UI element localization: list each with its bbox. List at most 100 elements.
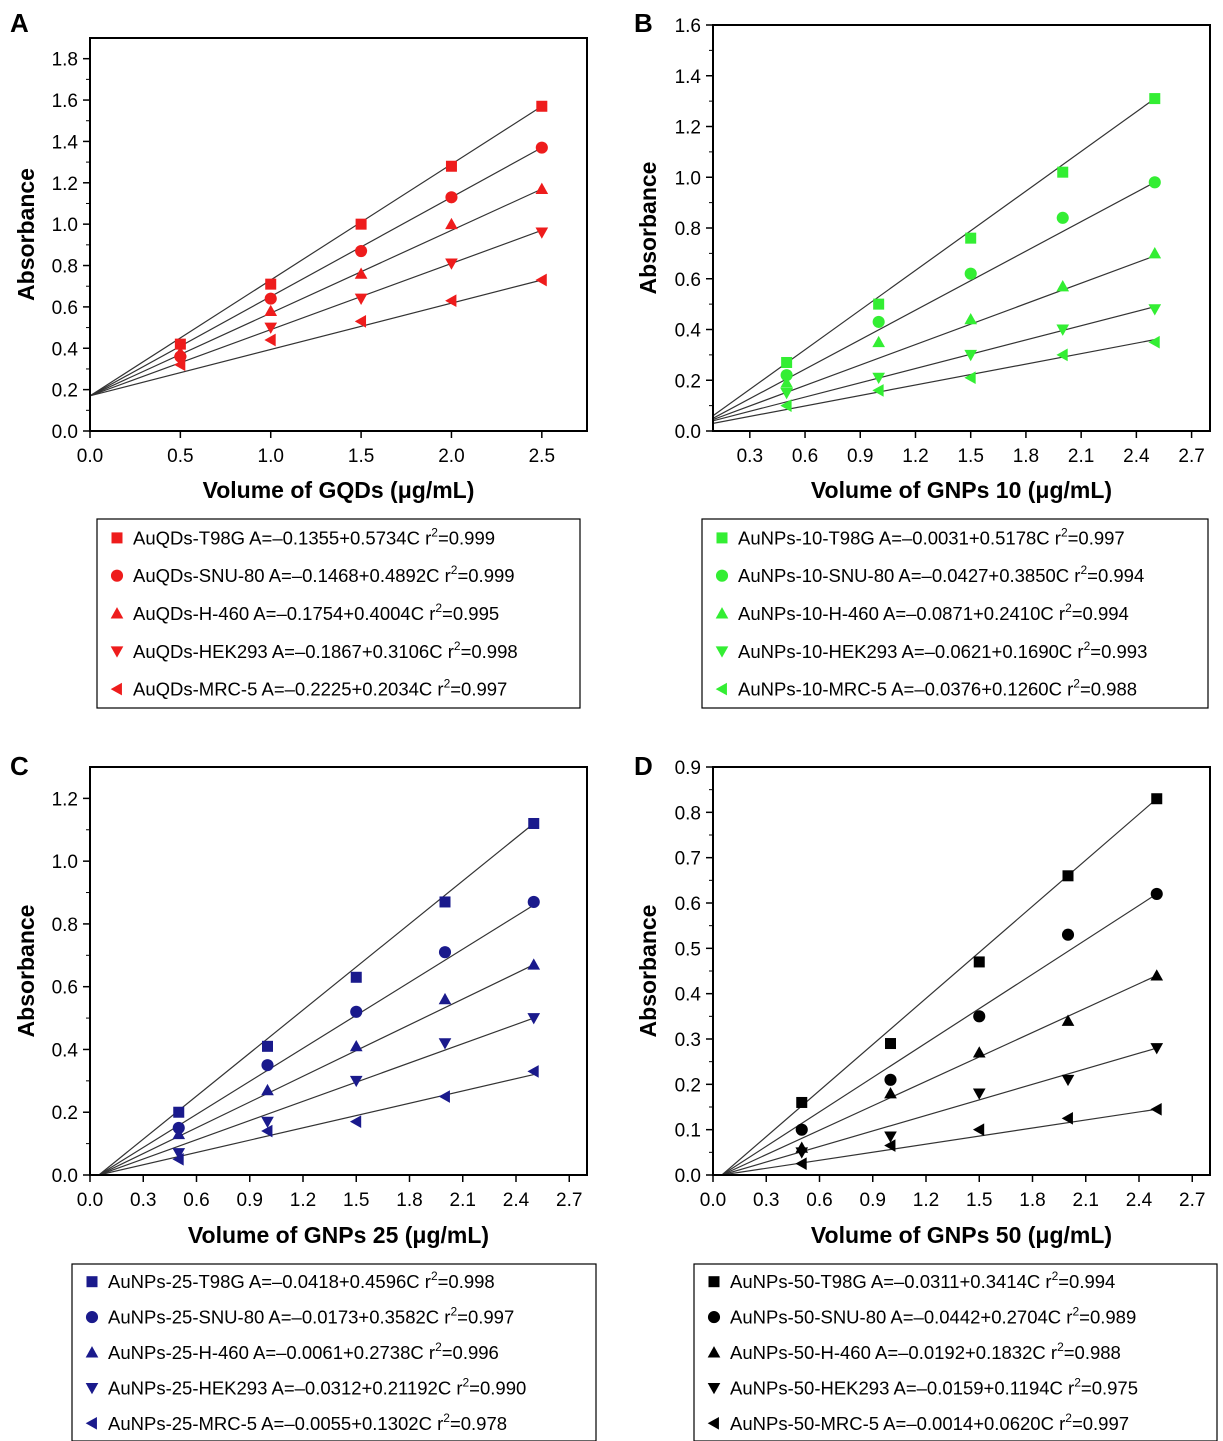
legend-entry-text: AuNPs-10-SNU-80 A=–0.0427+0.3850C r: [738, 565, 1080, 586]
y-tick-label: 0.2: [675, 371, 701, 392]
legend-entry-superscript: 2: [450, 1305, 457, 1319]
legend-entry: AuQDs-SNU-80 A=–0.1468+0.4892C r2=0.999: [133, 563, 515, 586]
legend-entry-superscript: 2: [1057, 1340, 1064, 1354]
y-tick-label: 0.6: [675, 894, 701, 915]
data-point: [965, 232, 977, 244]
data-point: [884, 1087, 897, 1099]
legend-entry-text: AuNPs-25-MRC-5 A=–0.0055+0.1302C r: [108, 1413, 443, 1434]
data-point: [873, 298, 885, 310]
data-point: [972, 1123, 985, 1136]
chart-panel-a: A 0.0 0.5 1.0 1.5 2.0 2.5 0.0 0.2 0.4 0.6 0.8 1.0 1.2…: [10, 8, 588, 709]
legend-marker: [707, 1311, 721, 1324]
y-tick-label: 0.8: [675, 219, 701, 240]
x-tick-label: 0.9: [847, 446, 873, 467]
fit-line: [721, 974, 1158, 1175]
fit-line: [90, 279, 542, 397]
legend: AuQDs-T98G A=–0.1355+0.5734C r 2 =0.999 AuQ…: [96, 518, 581, 709]
data-point: [1148, 247, 1162, 259]
legend-box: [701, 518, 1209, 709]
legend-entry-superscript: 2: [431, 1269, 438, 1283]
data-point: [1061, 1014, 1075, 1026]
legend-entry-superscript: 2: [435, 601, 442, 615]
x-axis-title: Volume of GNPs 50 (μg/mL): [811, 1222, 1112, 1248]
fit-line: [98, 904, 535, 1175]
data-point: [355, 218, 367, 230]
data-point: [172, 1152, 184, 1166]
data-point: [796, 1096, 808, 1108]
data-point: [1150, 887, 1163, 900]
legend-entry-value: =0.995: [442, 603, 499, 624]
legend-marker: [110, 607, 124, 619]
legend-entry-value: =0.996: [442, 1342, 499, 1363]
data-point: [884, 1073, 897, 1086]
data-point: [527, 895, 540, 909]
data-point: [780, 376, 793, 388]
y-tick-label: 1.2: [52, 174, 78, 195]
y-axis-title: Absorbance: [13, 168, 39, 301]
data-point: [964, 371, 976, 385]
legend-entry-value: =0.997: [1072, 1413, 1129, 1434]
data-point: [1056, 211, 1069, 224]
legend-entry-value: =0.993: [1090, 641, 1147, 662]
legend-marker: [715, 569, 729, 582]
x-tick-label: 2.4: [1123, 446, 1150, 467]
x-tick-label: 2.5: [529, 446, 555, 467]
data-point: [872, 372, 885, 385]
y-tick-label: 0.2: [52, 1103, 78, 1124]
data-point: [438, 1090, 450, 1103]
legend-marker: [707, 1346, 721, 1358]
y-tick-label: 1.6: [675, 16, 701, 37]
data-point: [445, 191, 458, 204]
x-tick-label: 0.5: [167, 446, 193, 467]
data-point: [536, 100, 548, 112]
legend-entry-text: AuQDs-SNU-80 A=–0.1468+0.4892C r: [133, 565, 451, 586]
fit-line: [713, 306, 1155, 422]
legend-marker: [110, 646, 124, 658]
data-point: [795, 1157, 807, 1170]
y-tick-label: 0.9: [675, 758, 701, 779]
legend-marker: [110, 569, 124, 582]
data-point: [1056, 324, 1070, 336]
y-tick-label: 0.8: [52, 915, 78, 936]
data-point: [535, 182, 549, 194]
legend-entry: AuNPs-50-SNU-80 A=–0.0442+0.2704C r2=0.9…: [730, 1305, 1136, 1328]
fit-line: [713, 181, 1156, 419]
x-tick-label: 2.7: [1179, 1190, 1205, 1211]
legend-marker: [715, 682, 727, 696]
legend-entry-value: =0.994: [1087, 565, 1144, 586]
data-point: [261, 1059, 274, 1072]
data-point: [1062, 870, 1074, 882]
data-point: [1151, 793, 1163, 805]
legend-entry-value: =0.999: [438, 527, 495, 548]
legend-entry: AuNPs-10-MRC-5 A=–0.0376+0.1260C r2=0.98…: [738, 677, 1137, 700]
legend-marker: [85, 1346, 99, 1358]
legend-entry-text: AuNPs-50-H-460 A=–0.0192+0.1832C r: [730, 1342, 1057, 1363]
legend-entry-superscript: 2: [435, 1340, 442, 1354]
data-point: [172, 1148, 186, 1160]
legend-entry-text: AuQDs-H-460 A=–0.1754+0.4004C r: [133, 603, 435, 624]
x-axis-title: Volume of GQDs (μg/mL): [203, 477, 475, 503]
data-point: [438, 946, 452, 959]
legend-entry-text: AuNPs-25-SNU-80 A=–0.0173+0.3582C r: [108, 1307, 450, 1328]
panel-letter: C: [10, 751, 29, 781]
data-point: [445, 160, 457, 172]
legend-entry-text: AuQDs-MRC-5 A=–0.2225+0.2034C r: [133, 679, 444, 700]
data-point: [261, 1083, 274, 1096]
legend-entry-value: =0.994: [1058, 1271, 1115, 1292]
y-axis-title: Absorbance: [635, 905, 661, 1038]
legend-box: [71, 1263, 597, 1441]
legend-marker: [110, 682, 122, 696]
x-tick-label: 2.7: [1178, 446, 1204, 467]
legend-entry-text: AuNPs-50-HEK293 A=–0.0159+0.1194C r: [730, 1377, 1074, 1398]
panel-letter: A: [10, 8, 29, 38]
fit-line: [98, 1017, 534, 1175]
x-tick-label: 0.6: [806, 1190, 832, 1211]
data-point: [972, 1046, 986, 1058]
y-tick-label: 0.0: [675, 422, 701, 443]
y-tick-label: 1.2: [52, 789, 78, 810]
legend-entry: AuNPs-25-H-460 A=–0.0061+0.2738C r2=0.99…: [108, 1340, 499, 1363]
data-point: [350, 1005, 363, 1018]
legend: AuNPs-50-T98G A=–0.0311+0.3414C r2=0.994…: [693, 1263, 1218, 1441]
legend-entry-text: AuQDs-T98G A=–0.1355+0.5734C r: [133, 527, 431, 548]
